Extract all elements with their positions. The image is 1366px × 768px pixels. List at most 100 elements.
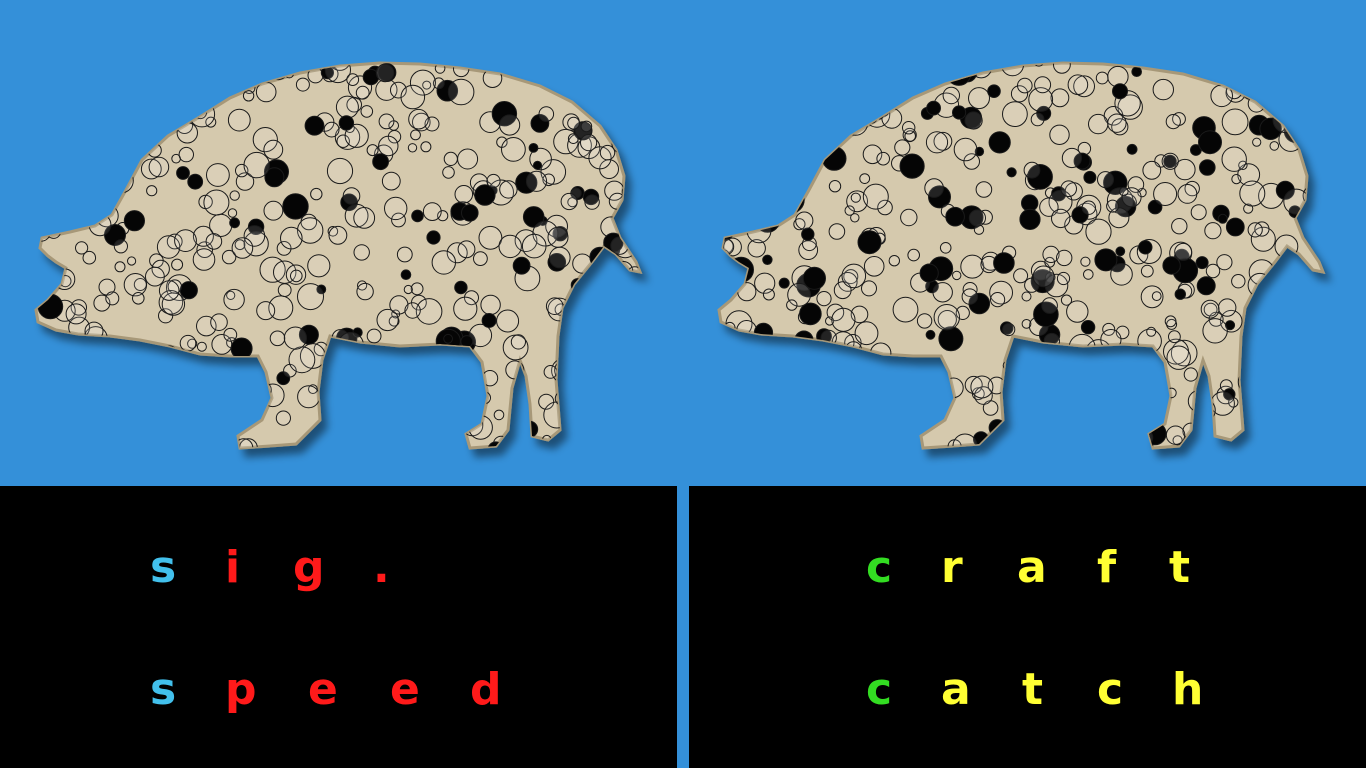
ring-spot bbox=[567, 133, 579, 145]
ring-spot bbox=[1049, 124, 1070, 146]
ring-spot bbox=[1053, 63, 1071, 74]
ring-spot bbox=[841, 263, 867, 289]
ring-spot bbox=[1098, 372, 1125, 399]
ring-spot bbox=[792, 431, 812, 448]
word-craft[interactable]: c r a f t bbox=[689, 538, 1366, 598]
dark-spot bbox=[264, 167, 285, 188]
ring-spot bbox=[272, 63, 292, 75]
ring-spot bbox=[1275, 351, 1290, 366]
word-sig[interactable]: s i g . bbox=[0, 538, 677, 598]
word-speed[interactable]: s p e e d bbox=[0, 660, 677, 720]
ring-spot bbox=[625, 108, 638, 121]
ring-spot bbox=[828, 223, 846, 240]
ring-spot bbox=[242, 90, 255, 102]
dark-spot bbox=[848, 372, 865, 389]
ring-spot bbox=[212, 388, 222, 398]
ring-spot bbox=[263, 139, 284, 160]
pig-body bbox=[34, 61, 643, 450]
dark-spot bbox=[333, 413, 344, 424]
ring-spot bbox=[36, 326, 46, 353]
dark-spot bbox=[89, 163, 112, 186]
ring-spot bbox=[58, 127, 79, 148]
ring-spot bbox=[1110, 379, 1126, 395]
ring-spot bbox=[70, 376, 84, 391]
ring-spot bbox=[392, 415, 419, 442]
ring-spot bbox=[809, 377, 833, 401]
ring-spot bbox=[297, 283, 324, 311]
ring-spot bbox=[335, 95, 359, 119]
ring-spot bbox=[140, 158, 162, 180]
ring-spot bbox=[1085, 218, 1112, 245]
dark-spot bbox=[528, 143, 539, 153]
ring-spot bbox=[1250, 226, 1276, 252]
ring-spot bbox=[805, 159, 818, 172]
ring-spot bbox=[89, 123, 101, 136]
ring-spot bbox=[723, 361, 736, 374]
ring-spot bbox=[963, 153, 981, 170]
ring-spot bbox=[243, 151, 270, 179]
ring-spot bbox=[1309, 104, 1320, 115]
letter: i bbox=[225, 542, 241, 593]
ring-spot bbox=[352, 391, 369, 408]
ring-spot bbox=[192, 225, 214, 247]
letter: t bbox=[1169, 542, 1191, 593]
ring-spot bbox=[611, 132, 633, 154]
dark-spot bbox=[613, 273, 640, 300]
dark-spot bbox=[1293, 300, 1319, 326]
letter: t bbox=[1022, 664, 1044, 715]
ring-spot bbox=[1210, 63, 1236, 76]
ring-spot bbox=[776, 391, 795, 410]
ring-spot bbox=[1304, 276, 1323, 300]
ring-spot bbox=[223, 327, 238, 342]
ring-spot bbox=[1273, 63, 1295, 81]
ring-spot bbox=[1289, 312, 1301, 324]
ring-spot bbox=[146, 185, 158, 197]
ring-spot bbox=[576, 66, 592, 82]
ring-spot bbox=[760, 441, 776, 448]
dark-spot bbox=[137, 380, 165, 407]
ring-spot bbox=[865, 111, 878, 124]
ring-spot bbox=[1110, 263, 1133, 286]
ring-spot bbox=[626, 278, 638, 290]
dark-spot bbox=[187, 173, 204, 190]
ring-spot bbox=[825, 401, 835, 411]
ring-spot bbox=[457, 240, 476, 259]
ring-spot bbox=[1073, 388, 1089, 404]
ring-spot bbox=[970, 375, 994, 399]
ring-spot bbox=[737, 333, 756, 352]
ring-spot bbox=[799, 376, 825, 403]
dark-spot bbox=[304, 115, 325, 136]
letter: . bbox=[373, 542, 390, 593]
ring-spot bbox=[863, 256, 885, 277]
dark-spot bbox=[1033, 301, 1059, 328]
ring-spot bbox=[69, 344, 87, 362]
ring-spot bbox=[184, 83, 204, 103]
ring-spot bbox=[403, 284, 413, 295]
ring-spot bbox=[1041, 392, 1065, 416]
ring-spot bbox=[216, 63, 226, 73]
right-word-panel: c r a f t c a t c h bbox=[689, 486, 1366, 768]
ring-spot bbox=[1177, 184, 1198, 204]
dark-spot bbox=[1048, 415, 1069, 437]
ring-spot bbox=[68, 363, 84, 379]
ring-spot bbox=[57, 376, 73, 392]
ring-spot bbox=[900, 208, 918, 227]
ring-spot bbox=[828, 114, 841, 127]
dark-spot bbox=[1114, 195, 1137, 218]
ring-spot bbox=[1256, 63, 1267, 70]
ring-spot bbox=[388, 315, 400, 327]
ring-spot bbox=[42, 424, 56, 438]
ring-spot bbox=[439, 427, 449, 436]
ring-spot bbox=[1111, 118, 1129, 136]
ring-spot bbox=[360, 105, 374, 118]
ring-spot bbox=[888, 255, 901, 267]
ring-spot bbox=[545, 214, 568, 238]
ring-spot bbox=[1073, 75, 1096, 98]
spotted-pig-illustration bbox=[34, 61, 643, 450]
word-catch[interactable]: c a t c h bbox=[689, 660, 1366, 720]
ring-spot bbox=[881, 107, 903, 129]
ring-spot bbox=[850, 213, 860, 223]
dark-spot bbox=[847, 419, 861, 434]
ring-spot bbox=[378, 135, 399, 157]
ring-spot bbox=[132, 292, 145, 305]
